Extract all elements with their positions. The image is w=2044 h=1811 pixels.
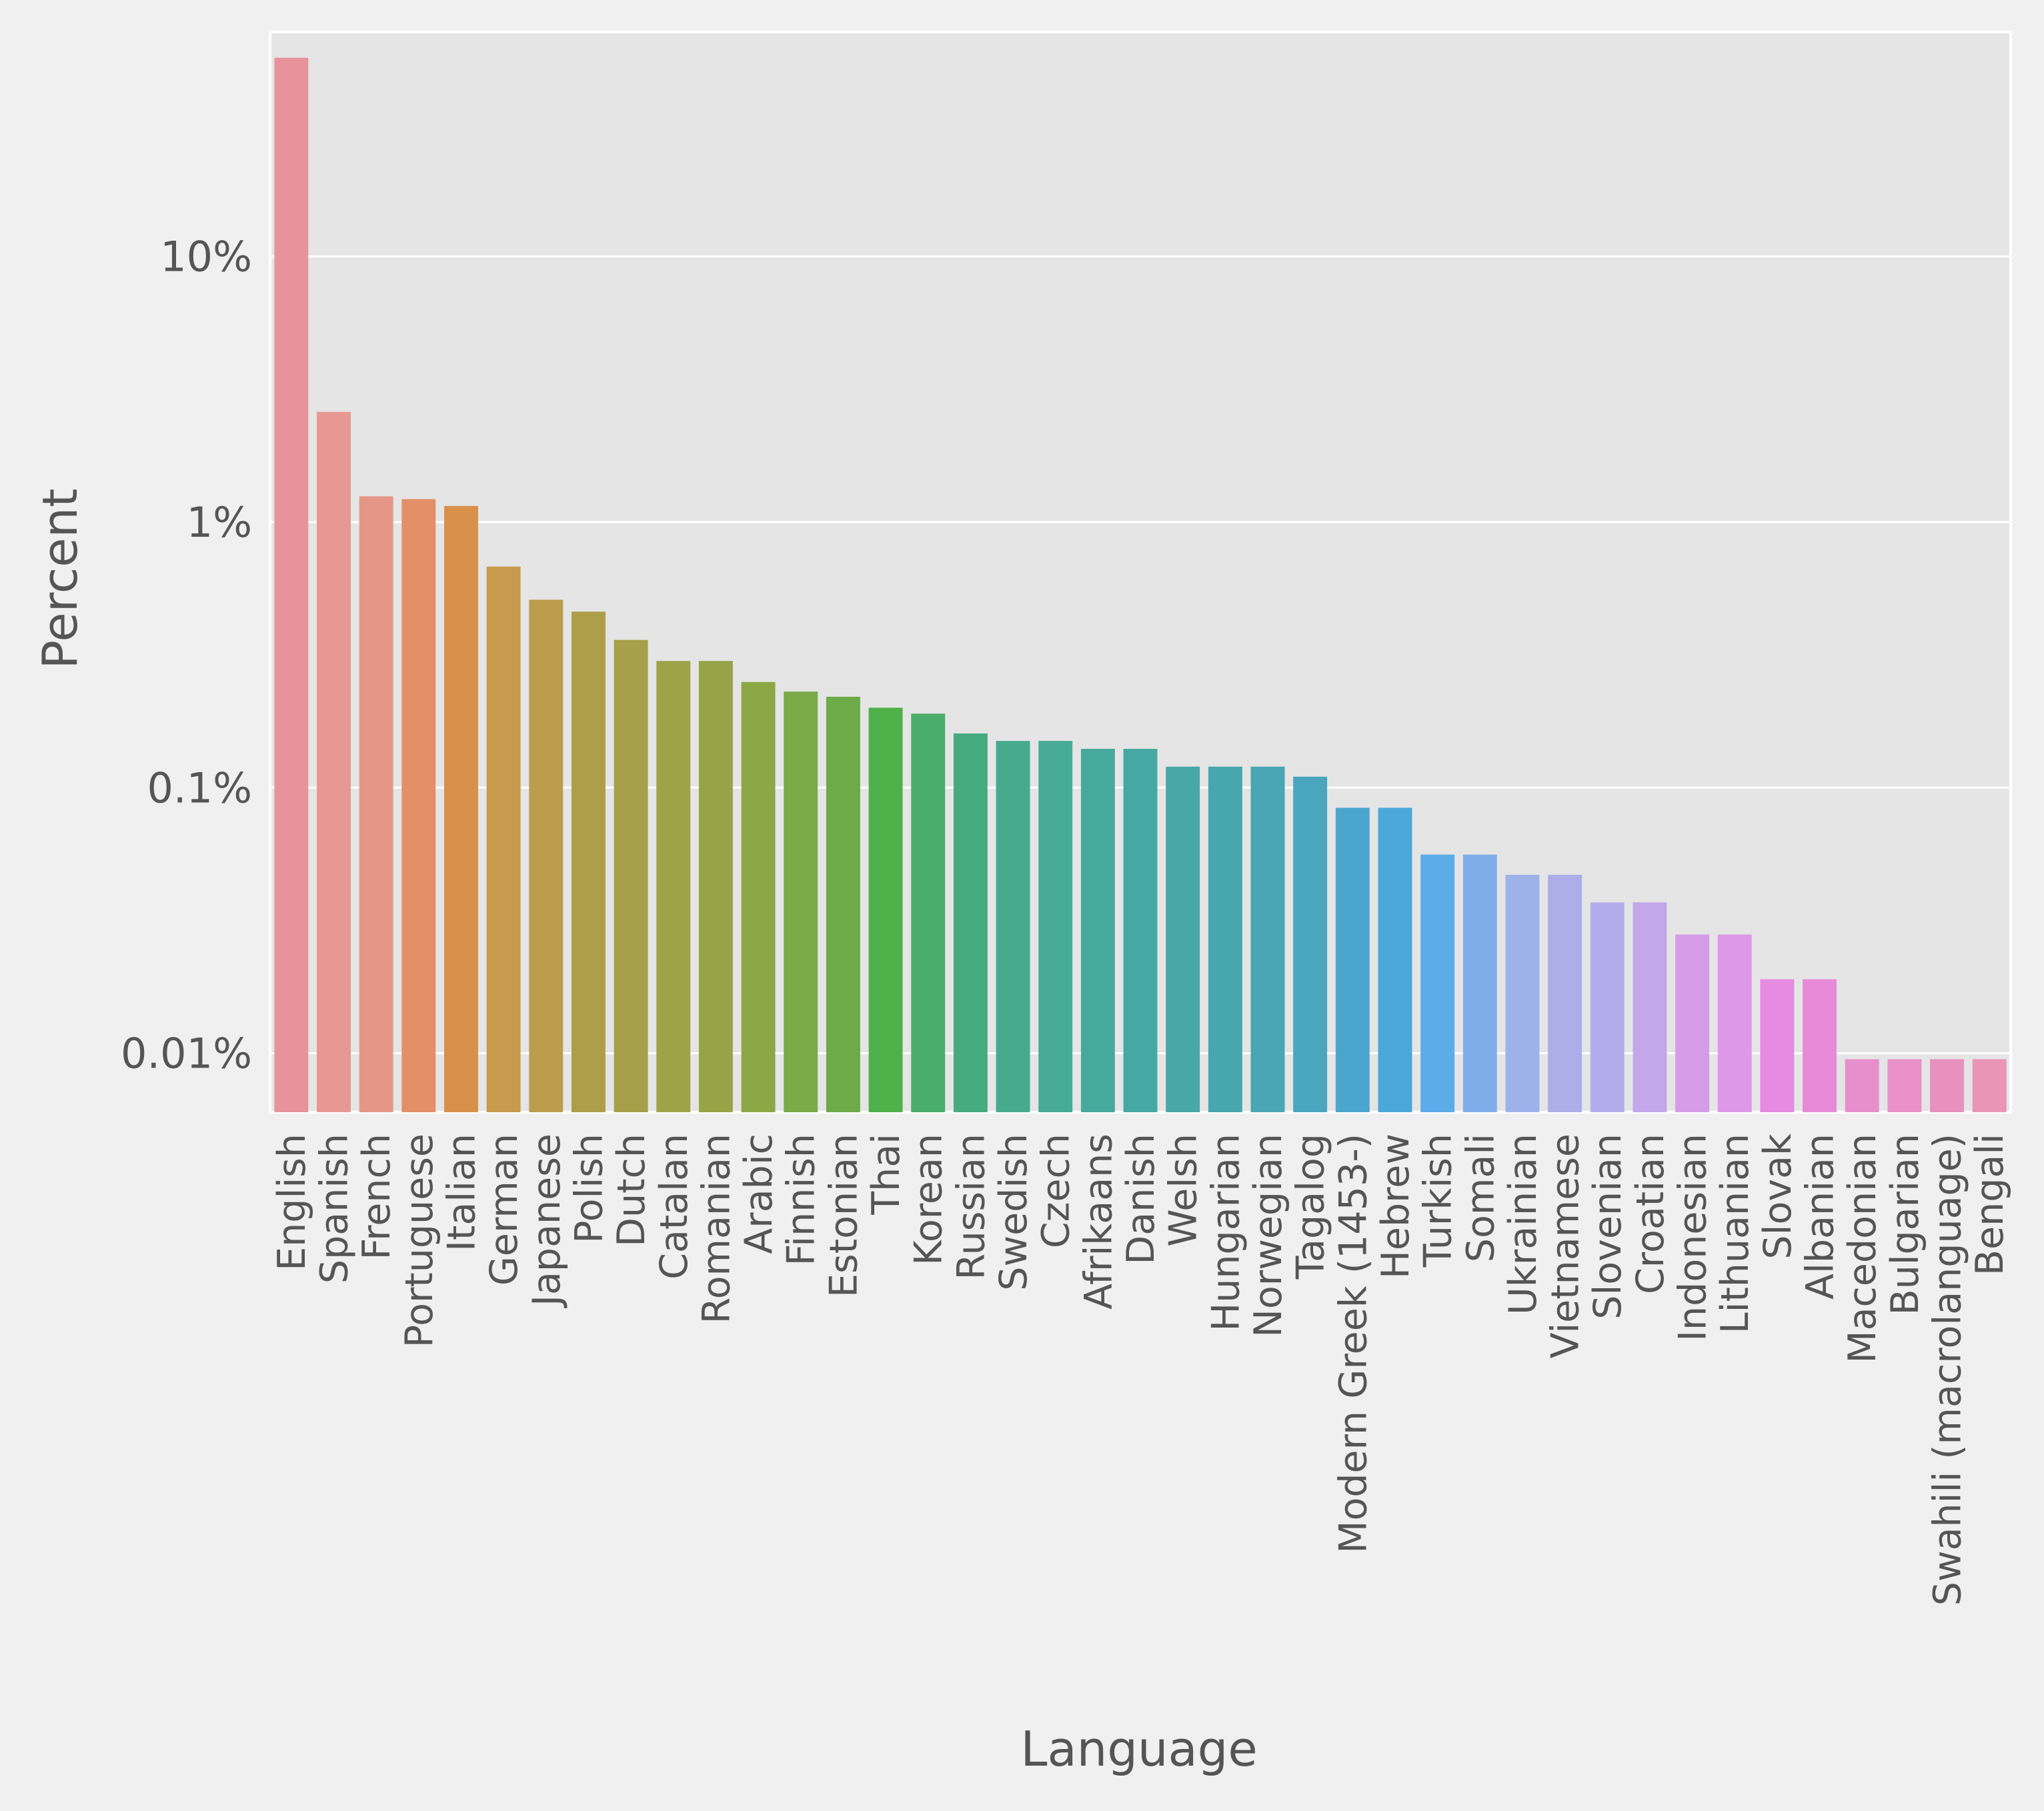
bar xyxy=(741,681,776,1112)
x-tick-label: Turkish xyxy=(1416,1134,1460,1268)
bar xyxy=(317,411,351,1112)
x-tick-label: Japanese xyxy=(525,1134,569,1308)
x-tick-label: Croatian xyxy=(1629,1134,1673,1294)
x-tick-label: Afrikaans xyxy=(1076,1134,1120,1310)
bar xyxy=(1462,854,1497,1112)
bar xyxy=(1038,741,1073,1112)
x-tick-label: Swedish xyxy=(992,1134,1036,1291)
bar xyxy=(1675,934,1710,1112)
y-tick-label: 1% xyxy=(187,498,252,547)
bar xyxy=(1972,1059,2007,1112)
bar xyxy=(444,505,478,1112)
bar xyxy=(1633,902,1667,1112)
bar xyxy=(1335,807,1370,1112)
bar xyxy=(529,599,564,1112)
y-tick-label: 0.01% xyxy=(121,1030,252,1078)
x-axis-title: Language xyxy=(1020,1721,1257,1777)
bar xyxy=(1505,874,1540,1112)
bars xyxy=(274,57,2007,1112)
bar xyxy=(996,741,1030,1112)
x-tick-label: Portuguese xyxy=(397,1134,441,1348)
x-tick-label: Somali xyxy=(1458,1134,1502,1262)
bar xyxy=(868,707,903,1112)
bar xyxy=(1293,776,1328,1112)
y-tick-labels: 0.01% 0.1% 1% 10% xyxy=(121,233,252,1078)
x-tick-label: Hebrew xyxy=(1374,1134,1418,1279)
x-tick-label: Spanish xyxy=(312,1134,356,1284)
x-tick-label: Estonian xyxy=(822,1134,866,1298)
x-tick-label: Lithuanian xyxy=(1713,1134,1757,1334)
bar xyxy=(656,661,691,1112)
x-tick-label: Catalan xyxy=(652,1134,696,1280)
bar xyxy=(826,696,860,1112)
bar xyxy=(1123,749,1158,1112)
x-tick-labels: EnglishSpanishFrenchPortugueseItalianGer… xyxy=(270,1134,2012,1606)
x-tick-label: Welsh xyxy=(1162,1134,1206,1247)
x-tick-label: Norwegian xyxy=(1246,1134,1290,1338)
bar xyxy=(1930,1059,1964,1112)
bar xyxy=(1080,749,1115,1112)
x-tick-label: Bengali xyxy=(1968,1134,2012,1276)
x-tick-label: Thai xyxy=(864,1134,908,1216)
x-tick-label: Modern Greek (1453-) xyxy=(1331,1134,1375,1554)
x-tick-label: Italian xyxy=(439,1134,483,1252)
x-tick-label: Finnish xyxy=(780,1134,824,1266)
x-tick-label: English xyxy=(270,1134,314,1271)
y-axis-title: Percent xyxy=(32,489,88,669)
x-tick-label: Tagalog xyxy=(1289,1134,1333,1280)
x-tick-label: Albanian xyxy=(1799,1134,1843,1300)
bar xyxy=(784,691,818,1112)
bar xyxy=(1166,766,1200,1112)
x-tick-label: French xyxy=(355,1134,399,1260)
y-tick-label: 10% xyxy=(160,233,252,281)
x-tick-label: Arabic xyxy=(737,1134,781,1254)
x-tick-label: Romanian xyxy=(694,1134,738,1324)
x-tick-label: Dutch xyxy=(610,1134,654,1247)
bar xyxy=(1845,1059,1879,1112)
bar xyxy=(571,611,606,1112)
x-tick-label: Czech xyxy=(1034,1134,1078,1248)
bar xyxy=(953,733,988,1112)
y-tick-label: 0.1% xyxy=(147,763,252,812)
x-tick-label: German xyxy=(482,1134,526,1286)
x-tick-label: Hungarian xyxy=(1204,1134,1248,1332)
x-tick-label: Vietnamese xyxy=(1544,1134,1588,1358)
x-tick-label: Ukrainian xyxy=(1501,1134,1545,1315)
bar xyxy=(1548,874,1583,1112)
x-tick-label: Korean xyxy=(907,1134,951,1266)
bar xyxy=(1420,854,1455,1112)
bar xyxy=(1887,1059,1922,1112)
x-tick-label: Russian xyxy=(949,1134,993,1280)
x-tick-label: Slovak xyxy=(1756,1134,1800,1260)
bar xyxy=(1717,934,1752,1112)
x-tick-label: Danish xyxy=(1119,1134,1163,1265)
bar xyxy=(1590,902,1625,1112)
bar xyxy=(274,57,309,1112)
x-tick-label: Swahili (macrolanguage) xyxy=(1926,1134,1970,1606)
bar xyxy=(401,499,436,1112)
bar xyxy=(1250,766,1285,1112)
bar xyxy=(698,661,733,1112)
x-tick-label: Macedonian xyxy=(1841,1134,1885,1364)
bar xyxy=(1378,807,1412,1112)
x-tick-label: Polish xyxy=(567,1134,611,1244)
bar xyxy=(359,496,393,1112)
x-tick-label: Slovenian xyxy=(1586,1134,1630,1320)
bar xyxy=(911,713,946,1112)
x-tick-label: Bulgarian xyxy=(1883,1134,1927,1316)
bar xyxy=(1760,979,1795,1112)
bar xyxy=(1803,979,1837,1112)
bar xyxy=(614,639,648,1112)
x-tick-label: Indonesian xyxy=(1671,1134,1715,1342)
bar xyxy=(486,566,521,1112)
bar xyxy=(1208,766,1242,1112)
